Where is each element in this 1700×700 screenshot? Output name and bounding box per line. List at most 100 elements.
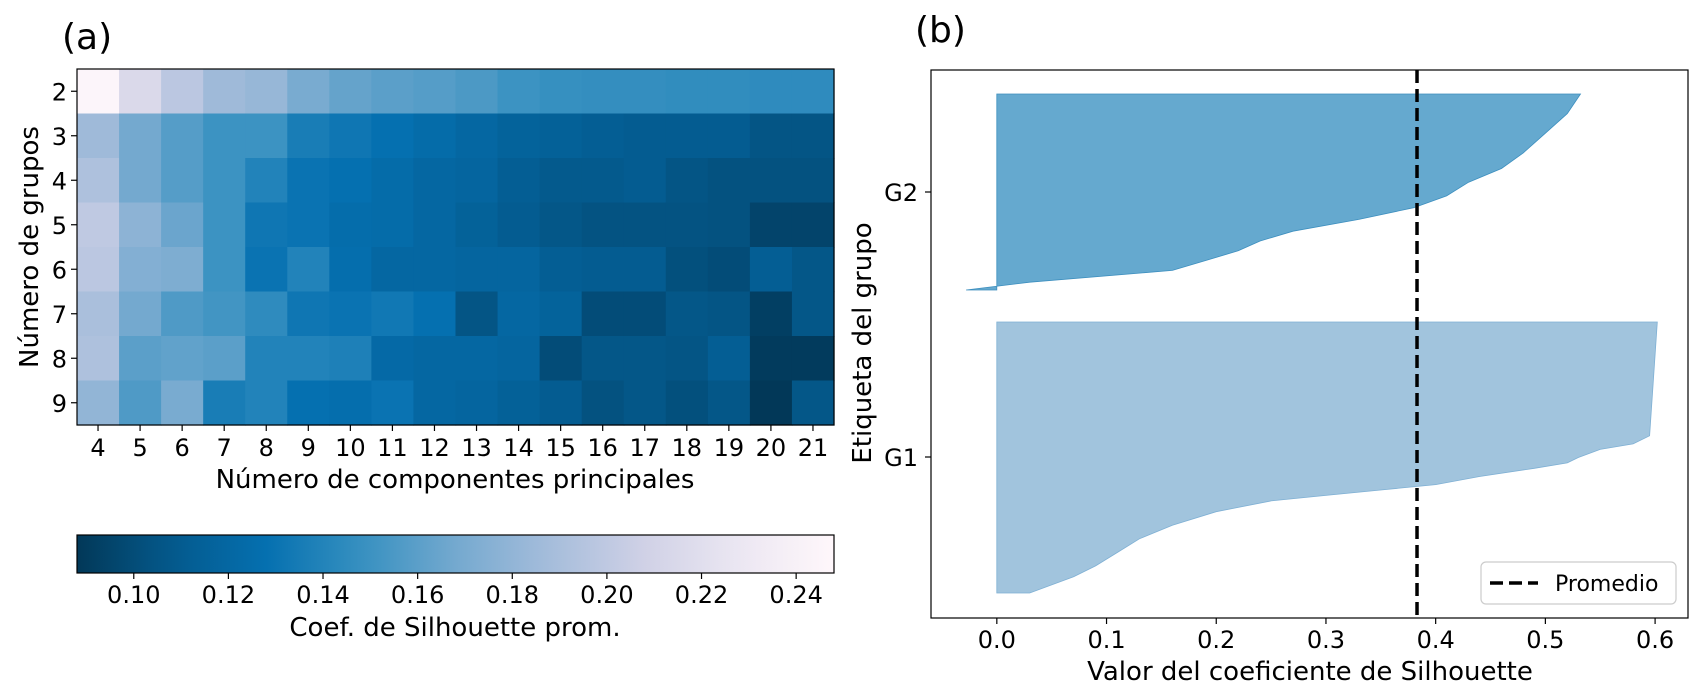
heatmap-cell — [245, 202, 288, 248]
heatmap-cell — [791, 113, 835, 159]
heatmap-cell — [329, 158, 372, 204]
heatmap-cell — [581, 113, 625, 159]
heatmap-cell — [539, 113, 583, 159]
heatmap-cell — [707, 202, 751, 248]
heatmap-cell — [581, 202, 625, 248]
heatmap-cell — [665, 113, 709, 159]
heatmap-cell — [413, 247, 457, 293]
silhouette-x-axis-label: Valor del coeficiente de Silhouette — [1087, 657, 1533, 687]
colorbar-tick-label: 0.16 — [391, 581, 444, 609]
x-tick-label: 20 — [756, 434, 787, 462]
silhouette-x-tick-label: 0.5 — [1526, 626, 1564, 654]
heatmap-cell — [791, 380, 835, 426]
x-tick-label: 7 — [217, 434, 232, 462]
x-tick-label: 11 — [377, 434, 408, 462]
heatmap-cell — [119, 380, 162, 426]
heatmap-cell — [245, 113, 288, 159]
heatmap-cell — [287, 291, 330, 337]
heatmap-cell — [119, 247, 162, 293]
heatmap-cell — [665, 380, 709, 426]
heatmap-cell — [581, 69, 625, 115]
heatmap-cell — [749, 113, 793, 159]
x-tick-label: 6 — [174, 434, 189, 462]
heatmap-cell — [329, 202, 372, 248]
panel-a-label: (a) — [62, 17, 112, 58]
heatmap-cell — [203, 158, 246, 204]
heatmap-cell — [581, 247, 625, 293]
heatmap-cell — [161, 113, 204, 159]
heatmap-cell — [791, 247, 835, 293]
x-tick-label: 10 — [335, 434, 366, 462]
heatmap-cell — [623, 336, 667, 382]
heatmap-cell — [371, 158, 415, 204]
heatmap-cell — [371, 291, 415, 337]
heatmap-cell — [287, 380, 330, 426]
heatmap-cell — [791, 69, 835, 115]
heatmap-cell — [665, 158, 709, 204]
heatmap-cell — [539, 247, 583, 293]
y-tick-label: 6 — [52, 256, 67, 284]
heatmap-cell — [455, 291, 499, 337]
heatmap-cell — [161, 69, 204, 115]
heatmap-cell — [497, 380, 541, 426]
heatmap-cell — [161, 380, 204, 426]
heatmap-cell — [707, 113, 751, 159]
silhouette-y-ticks: G1 G2 — [884, 179, 931, 472]
heatmap-cell — [413, 69, 457, 115]
heatmap-cell — [497, 202, 541, 248]
x-tick-label: 5 — [132, 434, 147, 462]
heatmap-cell — [497, 69, 541, 115]
heatmap-cell — [77, 247, 120, 293]
heatmap-y-ticks: 2 3 4 5 6 7 8 9 — [52, 78, 77, 418]
legend: Promedio — [1480, 561, 1677, 605]
y-tick-label: 3 — [52, 123, 67, 151]
heatmap-cell — [203, 291, 246, 337]
heatmap-frame — [76, 68, 835, 426]
heatmap-cell — [539, 158, 583, 204]
x-tick-label: 14 — [503, 434, 534, 462]
heatmap-cell — [287, 69, 330, 115]
y-tick-g2: G2 — [884, 179, 918, 207]
heatmap-cell — [329, 291, 372, 337]
heatmap-cell — [161, 336, 204, 382]
heatmap-cell — [245, 69, 288, 115]
heatmap-cell — [707, 247, 751, 293]
heatmap-cell — [455, 247, 499, 293]
heatmap-cell — [749, 69, 793, 115]
silhouette-x-tick-label: 0.2 — [1197, 626, 1235, 654]
heatmap-cell — [539, 291, 583, 337]
heatmap-cell — [455, 69, 499, 115]
legend-label-promedio: Promedio — [1555, 572, 1658, 597]
x-tick-label: 15 — [545, 434, 576, 462]
heatmap-cell — [413, 380, 457, 426]
heatmap-x-axis-label: Número de componentes principales — [216, 465, 695, 495]
heatmap-cell — [371, 202, 415, 248]
heatmap-cell — [749, 158, 793, 204]
heatmap-cell — [203, 69, 246, 115]
heatmap-cell — [665, 247, 709, 293]
colorbar-tick-label: 0.18 — [486, 581, 539, 609]
colorbar-tick-label: 0.20 — [580, 581, 633, 609]
heatmap-cell — [245, 291, 288, 337]
colorbar-tick-label: 0.24 — [769, 581, 822, 609]
heatmap-cell — [749, 291, 793, 337]
heatmap-cell — [581, 158, 625, 204]
heatmap-cell — [413, 291, 457, 337]
heatmap-y-axis-label: Número de grupos — [15, 126, 45, 368]
panel-b-label: (b) — [915, 10, 966, 51]
x-tick-label: 17 — [629, 434, 660, 462]
heatmap-cell — [791, 291, 835, 337]
legend-box — [1480, 561, 1677, 605]
silhouette-x-tick-label: 0.3 — [1307, 626, 1345, 654]
x-tick-label: 13 — [461, 434, 492, 462]
silhouette-area-g2 — [966, 93, 1582, 291]
heatmap-cell — [245, 380, 288, 426]
heatmap-cell — [371, 336, 415, 382]
heatmap-cell — [287, 158, 330, 204]
heatmap-cell — [161, 202, 204, 248]
y-tick-label: 5 — [52, 212, 67, 240]
x-tick-label: 4 — [90, 434, 105, 462]
heatmap-cell — [203, 202, 246, 248]
heatmap-cell — [413, 113, 457, 159]
